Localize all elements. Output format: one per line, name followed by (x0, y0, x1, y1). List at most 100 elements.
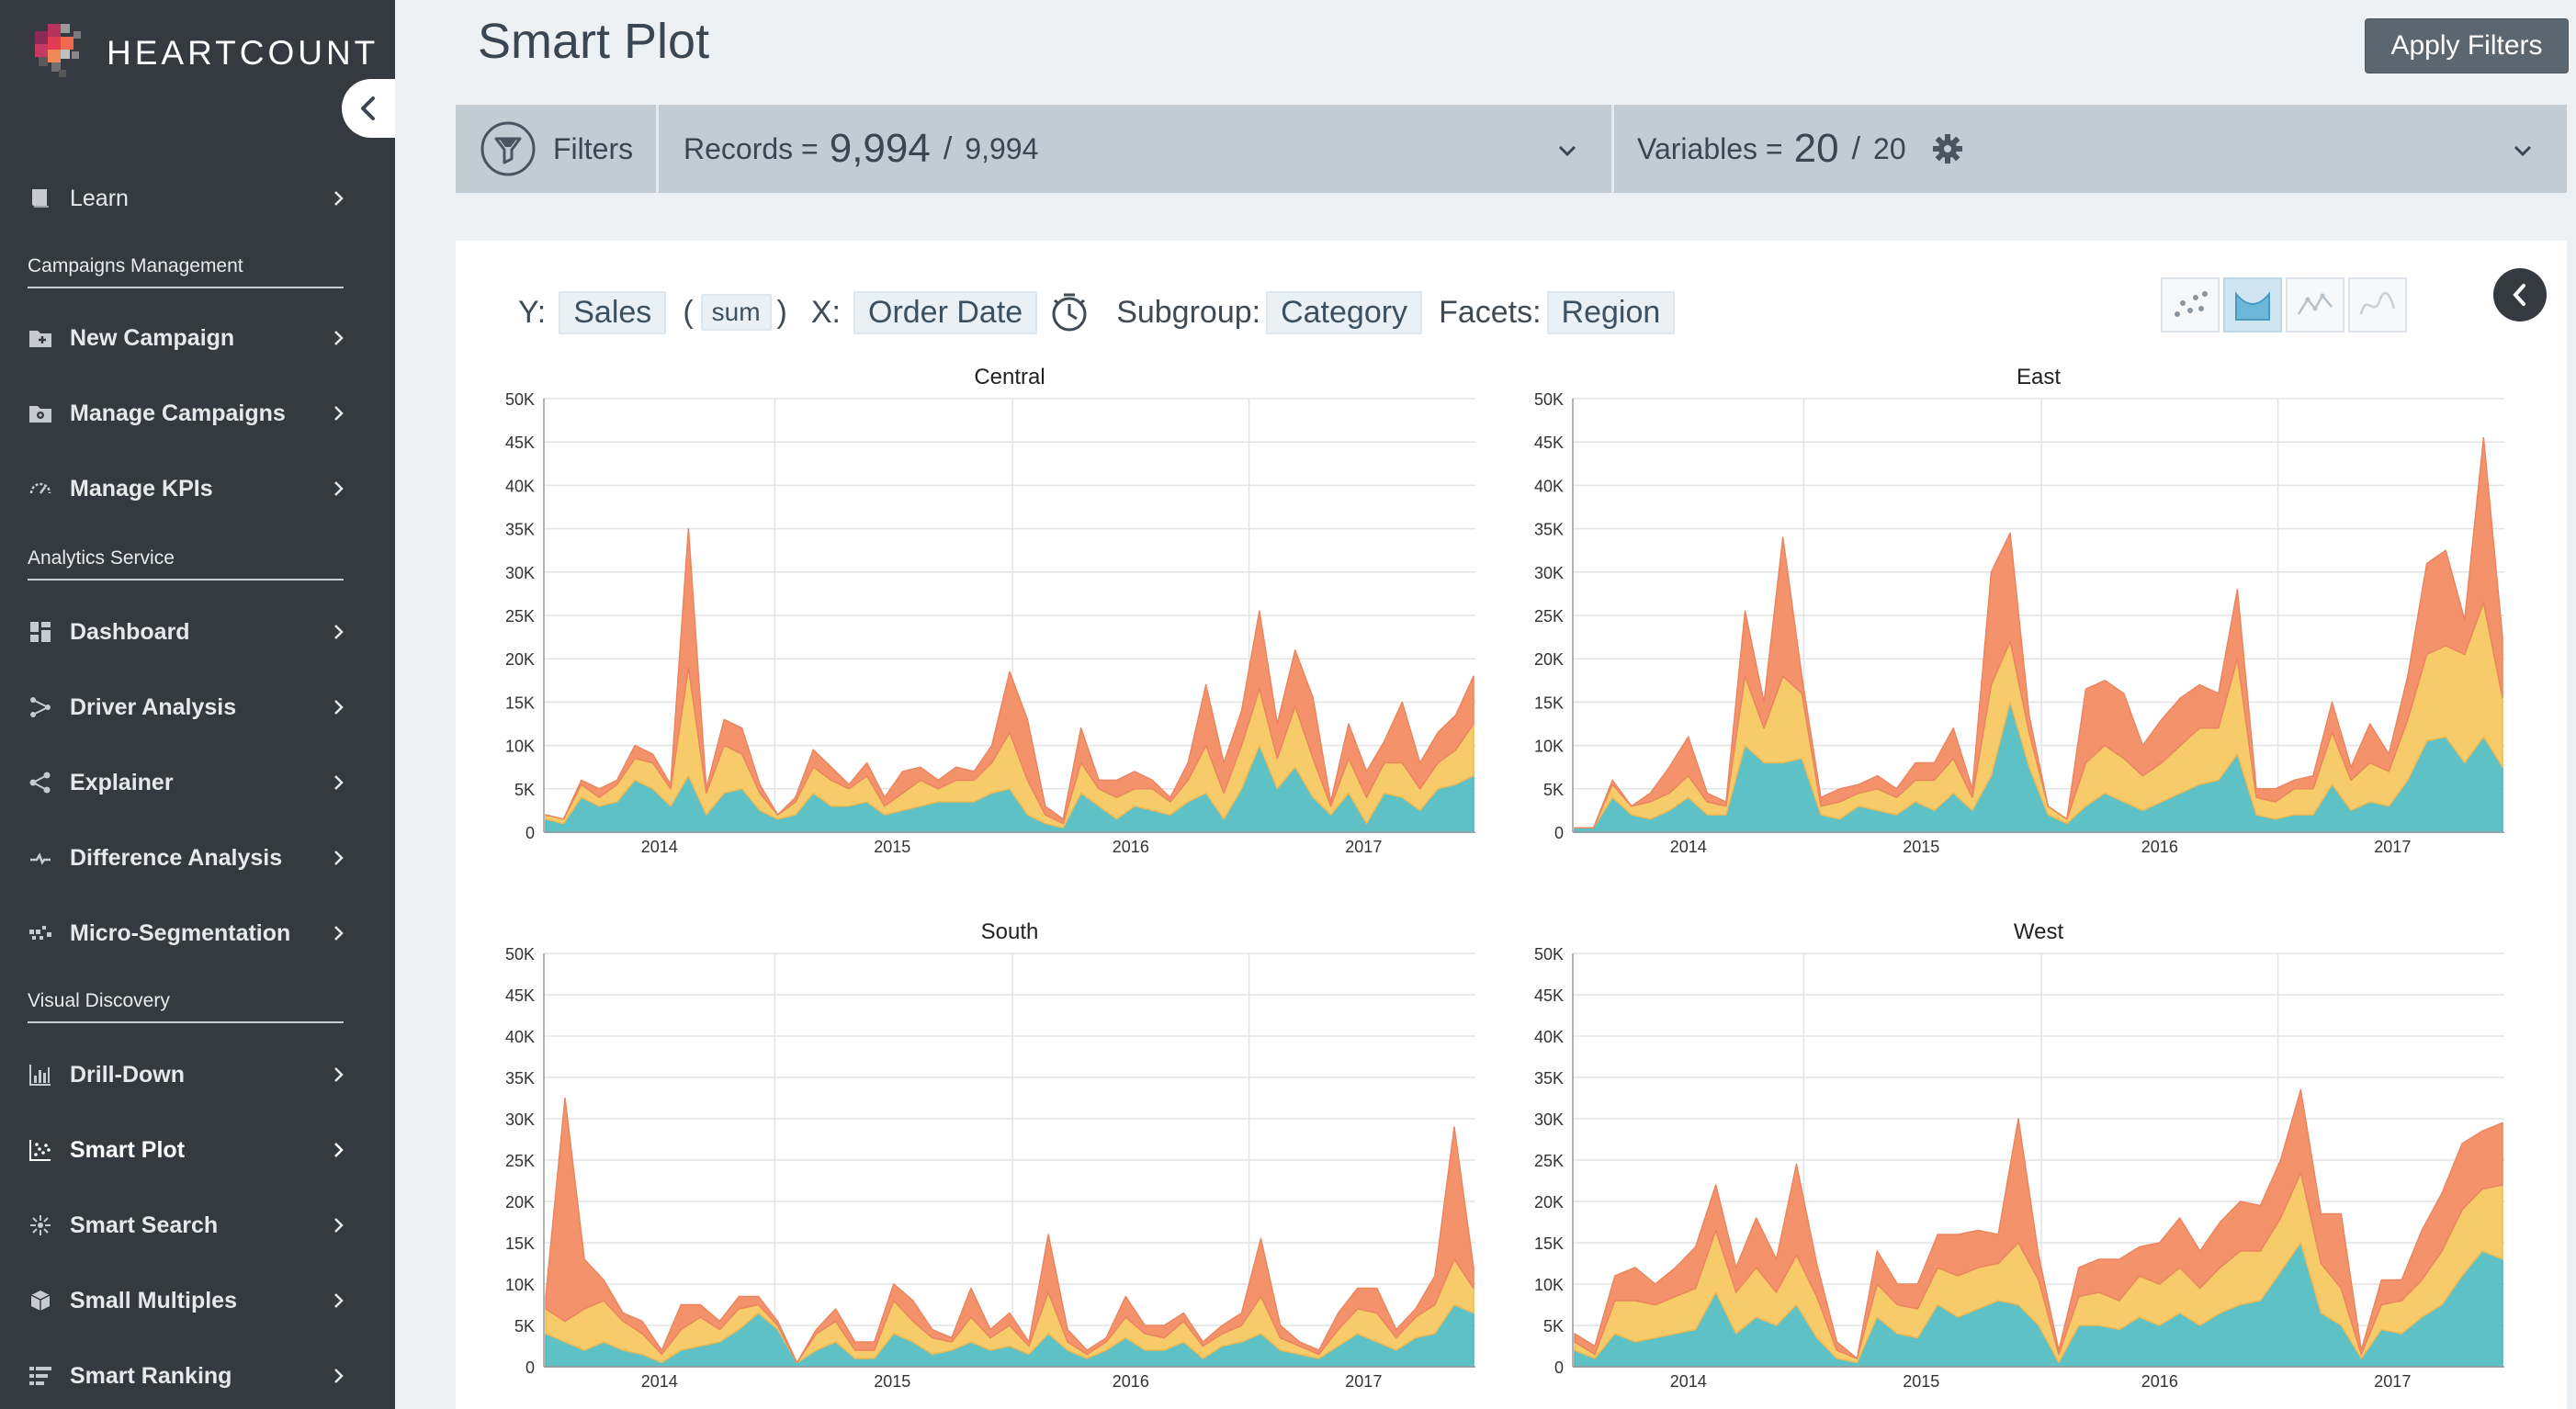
sidebar-collapse-button[interactable] (342, 79, 395, 138)
y-tick-label: 35K (1534, 521, 1564, 539)
sidebar-item-micro-segmentation[interactable]: Micro-Segmentation (28, 911, 349, 955)
x-tick-label: 2015 (1903, 1372, 1939, 1391)
sidebar-item-learn[interactable]: Learn (28, 176, 349, 220)
sidebar-item-label: Smart Search (70, 1212, 219, 1238)
records-summary[interactable]: Records = 9,994 / 9,994 (684, 105, 1038, 193)
folder-plus-icon (28, 325, 53, 351)
filters-toggle[interactable]: Filters (480, 105, 633, 193)
heartcount-logo-icon (35, 24, 81, 77)
y-tick-label: 30K (505, 564, 535, 582)
chevron-right-icon (334, 1067, 344, 1082)
y-tick-label: 0 (1554, 1358, 1564, 1377)
sidebar-item-label: New Campaign (70, 324, 235, 351)
sidebar-item-smart-search[interactable]: Smart Search (28, 1203, 349, 1247)
facet-chart-central: Central 0 5K 10K 15K 20K 25K 30K 35K 40K 45K 50K 201… (505, 365, 1475, 856)
y-variable-chip[interactable]: Sales (559, 290, 667, 334)
chevron-right-icon (334, 625, 344, 639)
sidebar-item-driver-analysis[interactable]: Driver Analysis (28, 685, 349, 729)
sidebar-item-label: Manage Campaigns (70, 400, 286, 426)
x-tick-label: 2016 (1113, 1372, 1149, 1391)
scatter-plot-icon (28, 1137, 53, 1163)
chart-type-line-button[interactable] (2286, 277, 2344, 333)
y-tick-label: 40K (1534, 477, 1564, 495)
sidebar-item-smart-ranking[interactable]: Smart Ranking (28, 1354, 349, 1398)
x-tick-label: 2014 (641, 1372, 678, 1391)
apply-filters-button[interactable]: Apply Filters (2365, 18, 2569, 73)
cube-icon (28, 1288, 53, 1313)
subgroup-chip[interactable]: Category (1266, 290, 1423, 334)
sidebar-item-smart-plot[interactable]: Smart Plot (28, 1128, 349, 1172)
records-dropdown-chevron-icon[interactable] (1554, 138, 1580, 163)
y-tick-label: 0 (1554, 824, 1564, 842)
x-tick-label: 2014 (641, 838, 678, 856)
filters-label: Filters (553, 131, 634, 165)
sidebar-item-label: Dashboard (70, 618, 190, 645)
variables-dropdown-chevron-icon[interactable] (2510, 138, 2536, 163)
y-tick-label: 5K (1543, 781, 1564, 799)
x-variable-chip[interactable]: Order Date (853, 290, 1038, 334)
variables-label: Variables = (1637, 131, 1783, 165)
chevron-right-icon (334, 775, 344, 790)
sidebar-item-manage-campaigns[interactable]: Manage Campaigns (28, 391, 349, 435)
sidebar-item-manage-kpis[interactable]: Manage KPIs (28, 467, 349, 511)
gear-icon[interactable] (1932, 133, 1963, 164)
variables-selected: 20 (1793, 126, 1839, 171)
share-icon (28, 770, 53, 795)
y-tick-label: 20K (505, 650, 535, 669)
y-axis-label: Y: (518, 294, 547, 330)
logo[interactable]: HEARTCOUNT (35, 20, 378, 86)
y-tick-label: 5K (514, 781, 535, 799)
chevron-right-icon (334, 481, 344, 496)
x-tick-label: 2017 (2374, 1372, 2411, 1391)
chevron-right-icon (334, 1369, 344, 1383)
line-chart-icon (2297, 293, 2333, 315)
y-tick-label: 15K (1534, 1234, 1564, 1253)
facet-title: East (2017, 365, 2061, 389)
area-series-2[interactable] (545, 1097, 1474, 1364)
area-series-2[interactable] (1574, 1088, 2503, 1359)
area-series-2[interactable] (545, 527, 1474, 825)
subgroup-label: Subgroup: (1116, 294, 1261, 330)
y-tick-label: 15K (505, 693, 535, 712)
sidebar-item-dashboard[interactable]: Dashboard (28, 610, 349, 654)
sidebar: HEARTCOUNT Campaigns Management Analytic… (0, 0, 395, 1409)
chevron-right-icon (334, 191, 344, 206)
chart-type-scatter-button[interactable] (2161, 277, 2220, 333)
sidebar-item-drill-down[interactable]: Drill-Down (28, 1053, 349, 1097)
x-tick-label: 2015 (1903, 838, 1939, 856)
x-tick-label: 2015 (874, 1372, 910, 1391)
difference-icon (28, 845, 53, 871)
sidebar-item-small-multiples[interactable]: Small Multiples (28, 1279, 349, 1323)
x-tick-label: 2014 (1670, 1372, 1707, 1391)
sidebar-item-new-campaign[interactable]: New Campaign (28, 316, 349, 360)
sidebar-item-label: Learn (70, 185, 129, 211)
area-series-2[interactable] (1574, 436, 2503, 829)
section-analytics-service: Analytics Service (28, 547, 344, 581)
x-tick-label: 2016 (2141, 838, 2178, 856)
time-unit-clock-icon[interactable] (1048, 291, 1090, 333)
separator-slash: / (943, 130, 953, 166)
y-tick-label: 40K (505, 1028, 535, 1046)
segments-icon (28, 920, 53, 946)
chart-type-area-button[interactable] (2223, 277, 2282, 333)
agg-paren-open: ( (683, 294, 694, 330)
filter-funnel-icon (480, 121, 536, 176)
chevron-right-icon (334, 1143, 344, 1157)
chart-type-smooth-line-button[interactable] (2348, 277, 2407, 333)
variables-summary[interactable]: Variables = 20 / 20 (1637, 105, 1963, 193)
facets-chip[interactable]: Region (1546, 290, 1676, 334)
chevron-right-icon (334, 1218, 344, 1233)
y-tick-label: 10K (1534, 738, 1564, 756)
aggregation-chip[interactable]: sum (700, 294, 772, 331)
divider (656, 105, 659, 193)
panel-collapse-button[interactable] (2493, 268, 2547, 321)
scatter-icon (2175, 291, 2208, 317)
sidebar-item-difference-analysis[interactable]: Difference Analysis (28, 836, 349, 880)
y-tick-label: 30K (1534, 1110, 1564, 1129)
sidebar-item-explainer[interactable]: Explainer (28, 761, 349, 805)
sidebar-item-label: Difference Analysis (70, 844, 283, 871)
chevron-left-icon (2513, 284, 2525, 306)
chevron-right-icon (334, 851, 344, 865)
page-title: Smart Plot (478, 14, 710, 69)
y-tick-label: 20K (1534, 650, 1564, 669)
